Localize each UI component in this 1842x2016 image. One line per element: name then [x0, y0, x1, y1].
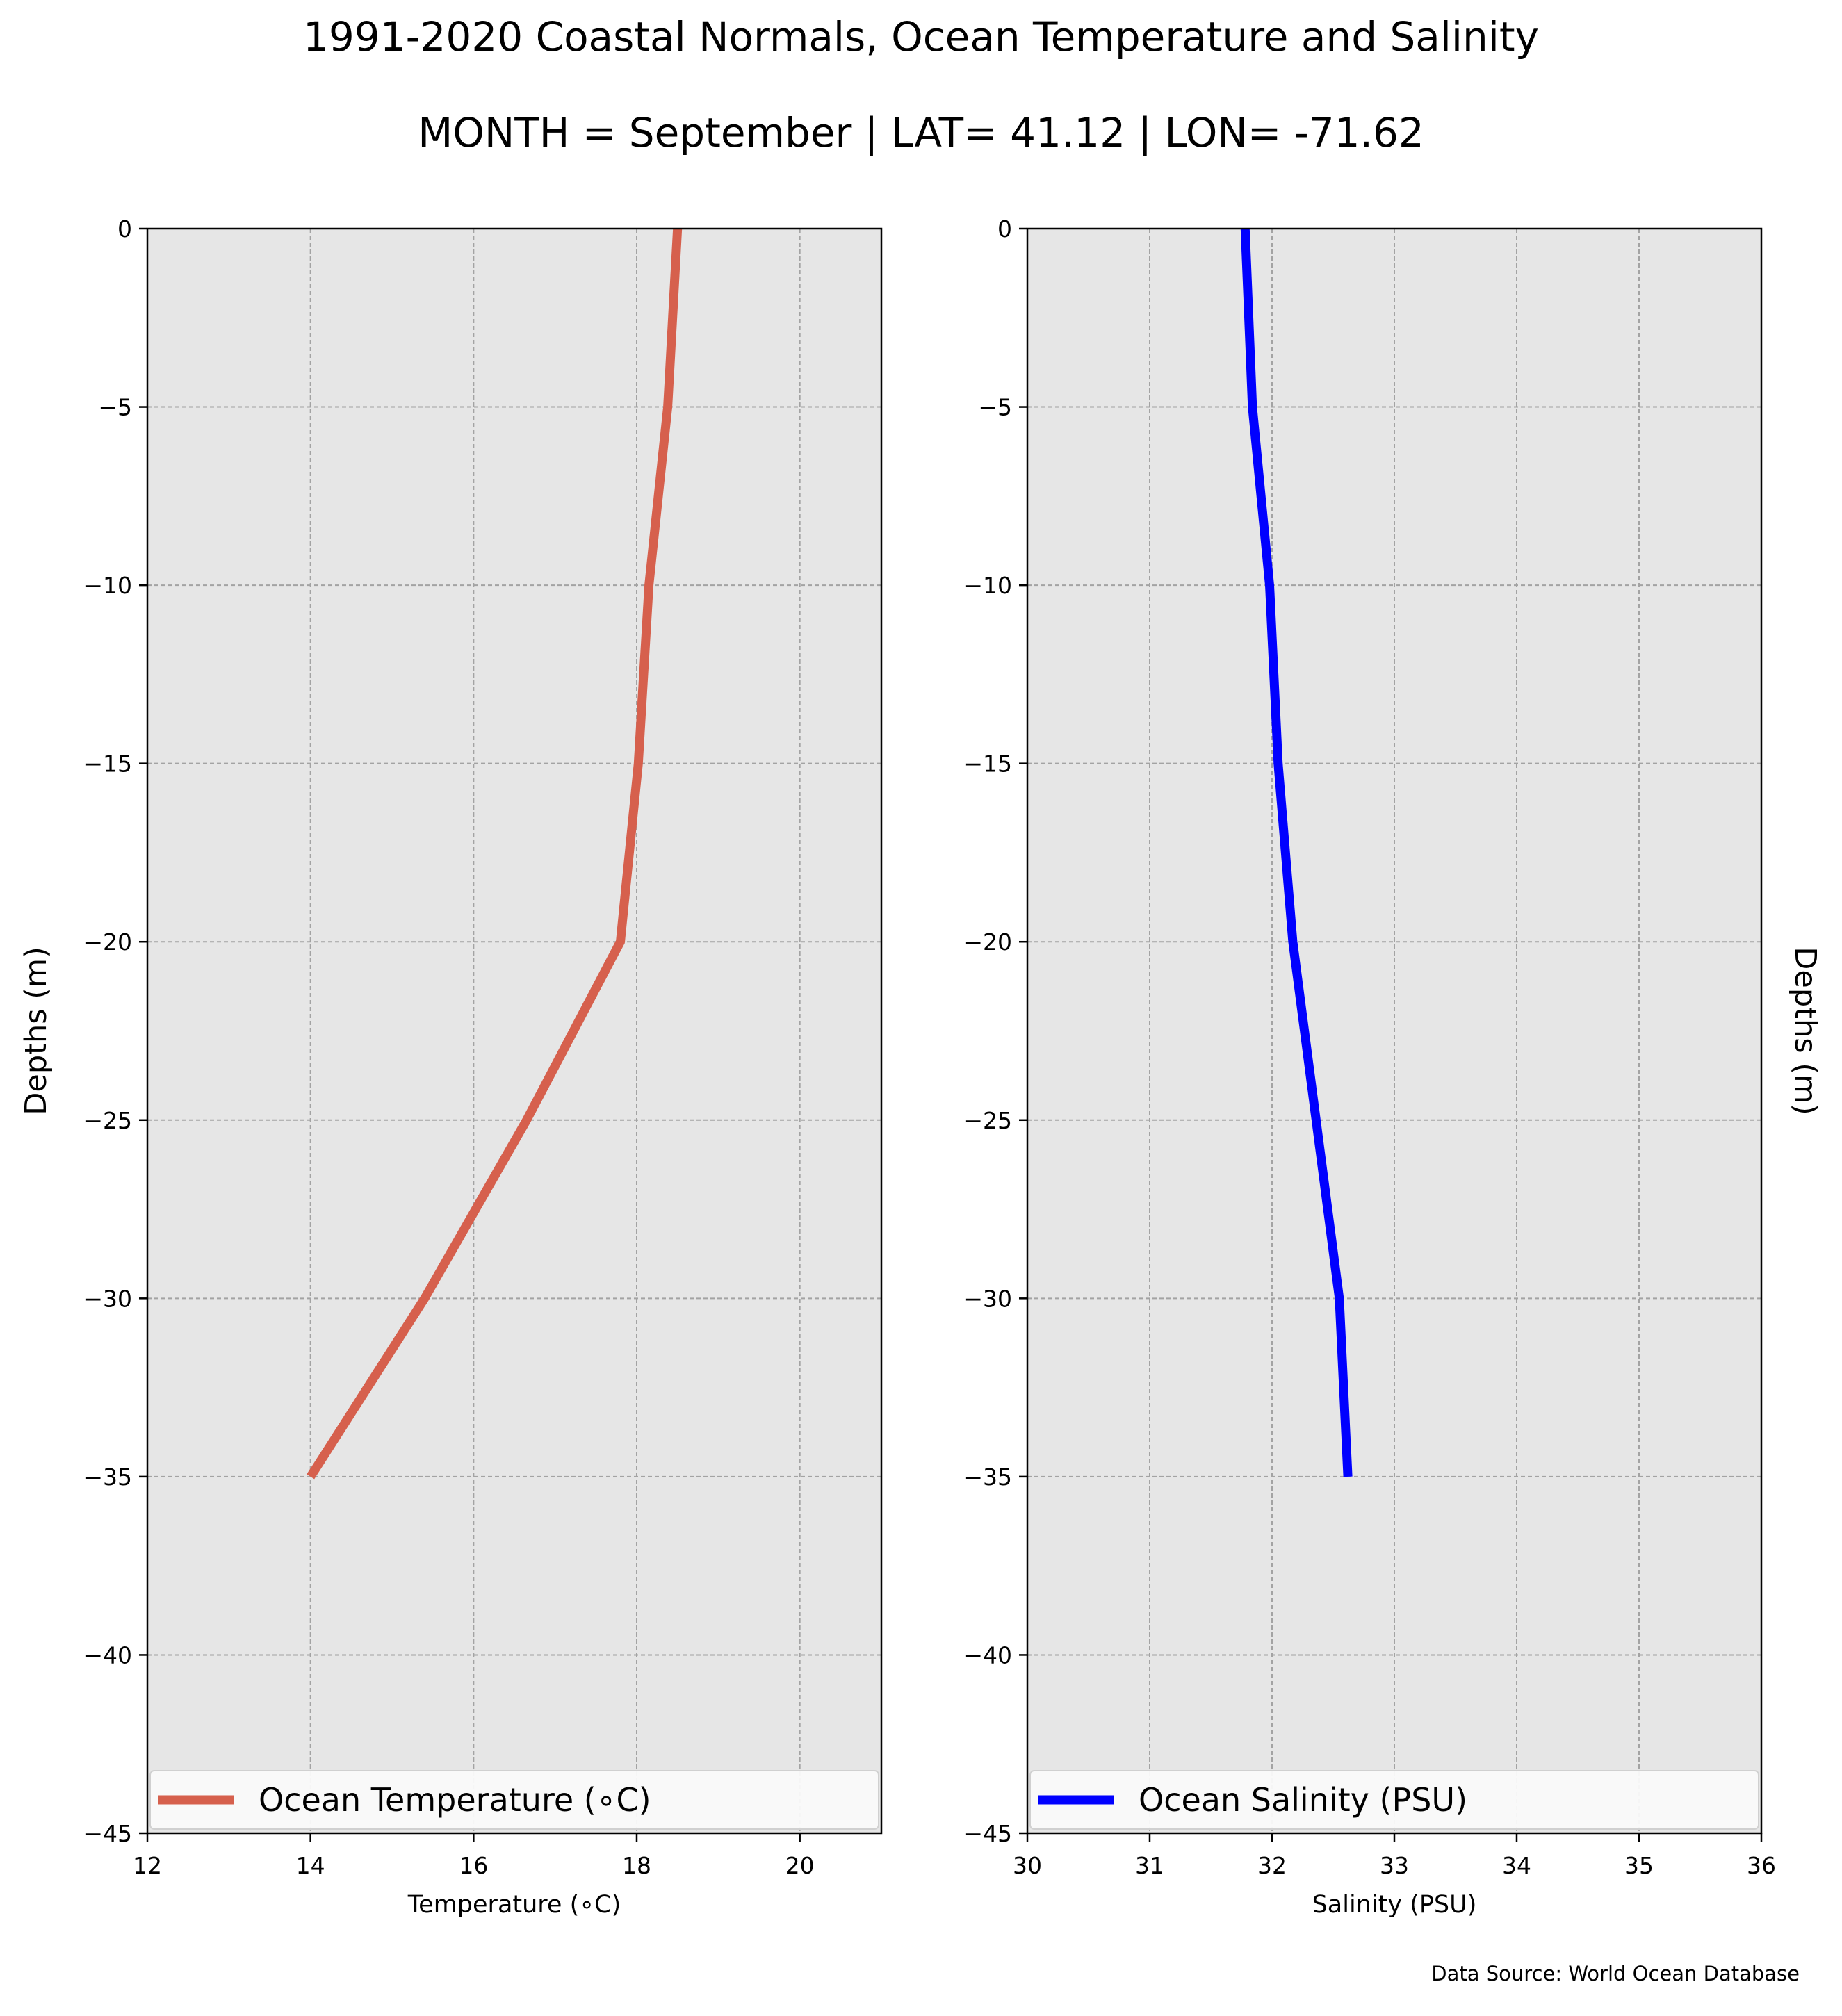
- x-axis-label: Salinity (PSU): [1312, 1891, 1477, 1919]
- y-tick-label: −35: [963, 1464, 1012, 1491]
- y-tick-label: −10: [83, 572, 132, 599]
- x-tick-label: 32: [1257, 1852, 1287, 1879]
- y-tick-label: −25: [963, 1107, 1012, 1134]
- x-tick-label: 34: [1502, 1852, 1531, 1879]
- y-tick-label: −5: [978, 394, 1012, 421]
- plot-area: [147, 229, 881, 1833]
- x-tick-label: 35: [1624, 1852, 1654, 1879]
- x-tick-label: 36: [1747, 1852, 1776, 1879]
- y-tick-label: −20: [963, 928, 1012, 956]
- legend-label: Ocean Temperature (∘C): [259, 1781, 651, 1819]
- legend-box: [149, 1770, 879, 1830]
- series-line: [307, 228, 683, 1480]
- figure-subtitle: MONTH = September | LAT= 41.12 | LON= -7…: [418, 109, 1424, 156]
- data-source-note: Data Source: World Ocean Database: [1431, 1962, 1800, 1985]
- x-axis-label: Temperature (∘C): [407, 1891, 621, 1919]
- x-tick-label: 31: [1135, 1852, 1164, 1879]
- y-tick-label: −35: [83, 1464, 132, 1491]
- y-axis-label: Depths (m): [19, 946, 54, 1115]
- salinity-panel: 30 31 32 33 34 35 36 0 −5 −10 −15 −20 −25 −30 −35 −40 −4…: [963, 215, 1823, 1919]
- y-tick-label: −40: [83, 1641, 132, 1669]
- x-tick-label: 12: [133, 1852, 162, 1879]
- y-tick-label: −30: [963, 1285, 1012, 1312]
- y-tick-label: −15: [963, 751, 1012, 778]
- axes-frame: [146, 227, 883, 1835]
- y-tick-label: 0: [997, 215, 1012, 243]
- x-tick-label: 20: [785, 1852, 815, 1879]
- y-tick-label: −40: [963, 1641, 1012, 1669]
- figure-title: 1991-2020 Coastal Normals, Ocean Tempera…: [303, 13, 1539, 60]
- x-tick-label: 30: [1013, 1852, 1042, 1879]
- y-tick-label: 0: [117, 215, 132, 243]
- x-tick-label: 18: [622, 1852, 651, 1879]
- y-tick-label: −45: [83, 1820, 132, 1847]
- x-tick-label: 16: [459, 1852, 488, 1879]
- y-axis-label: Depths (m): [1788, 946, 1823, 1115]
- y-tick-label: −5: [98, 394, 132, 421]
- x-tick-label: 33: [1380, 1852, 1409, 1879]
- y-tick-label: −30: [83, 1285, 132, 1312]
- y-tick-label: −25: [83, 1107, 132, 1134]
- series-line: [1240, 228, 1353, 1477]
- temperature-panel: 12 14 16 18 20 0 −5 −10 −15 −20 −25 −30 −35 −40 −45 Tem…: [19, 215, 883, 1919]
- y-tick-label: −10: [963, 572, 1012, 599]
- y-tick-label: −20: [83, 928, 132, 956]
- legend-box: [1029, 1770, 1759, 1830]
- y-tick-label: −45: [963, 1820, 1012, 1847]
- y-tick-label: −15: [83, 751, 132, 778]
- legend-label: Ocean Salinity (PSU): [1139, 1781, 1467, 1819]
- x-tick-label: 14: [296, 1852, 325, 1879]
